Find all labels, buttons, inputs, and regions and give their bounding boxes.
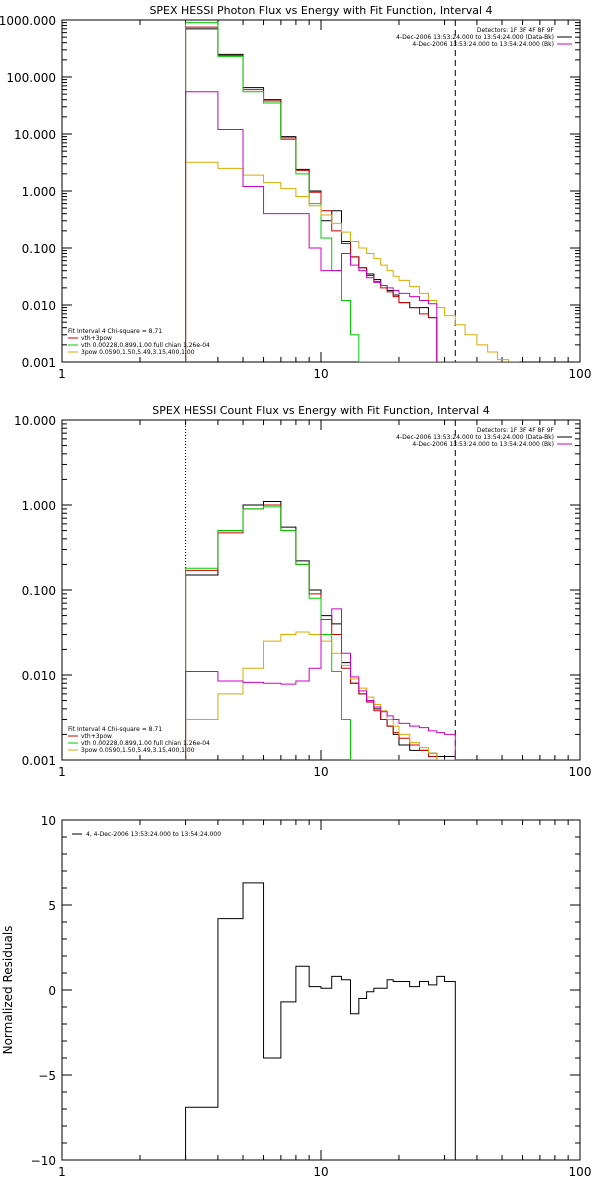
x-tick-label: 100 <box>569 367 592 381</box>
vth-3pow-series-line <box>185 504 456 760</box>
y-tick-label: 1.000 <box>22 499 56 513</box>
3pow-series-line <box>185 161 520 362</box>
residuals-chart: Normalized Residuals 1 10 100 −10 −5 0 5 10 4, 4-… <box>1 814 591 1179</box>
y-tick-label: 0.001 <box>22 356 56 370</box>
x-tick-label: 1 <box>58 765 66 779</box>
residual-series-line <box>185 882 456 1160</box>
y-tick-label: 10.000 <box>14 128 56 142</box>
x-tick-label: 10 <box>313 1165 328 1179</box>
y-tick-label: 5 <box>48 899 56 913</box>
y-tick-label: −5 <box>38 1069 56 1083</box>
y-tick-label: 10.000 <box>14 414 56 428</box>
chart-title: SPEX HESSI Photon Flux vs Energy with Fi… <box>149 4 492 17</box>
vth-series-line <box>185 22 520 362</box>
bottom-legend-entry: Fit Interval 4 Chi-square = 8.71 <box>68 726 162 733</box>
x-tick-label: 10 <box>313 367 328 381</box>
chart-title: SPEX HESSI Count Flux vs Energy with Fit… <box>152 404 489 417</box>
data-layer <box>185 22 520 362</box>
bottom-legend-entry: vth+3pow <box>81 335 112 342</box>
y-tick-label: 0.010 <box>22 299 56 313</box>
data-bk-series-line <box>185 28 520 362</box>
3pow-series-line <box>185 631 456 760</box>
bk-series-line <box>185 608 456 760</box>
y-tick-label: 0.010 <box>22 669 56 683</box>
bottom-legend-entry: 3pow 0.0590,1.50,5.49,3.15,400,1.00 <box>81 349 195 356</box>
y-axis-label: Normalized Residuals <box>1 926 15 1055</box>
y-tick-label: 100.000 <box>6 71 56 85</box>
y-tick-label: 1000.000 <box>0 14 56 28</box>
bk-series-line <box>185 91 520 362</box>
y-tick-label: 1.000 <box>22 185 56 199</box>
vth-3pow-series-line <box>185 26 520 362</box>
x-tick-label: 100 <box>569 1165 592 1179</box>
x-tick-label: 100 <box>569 765 592 779</box>
top-legend-entry: Detectors: 1F 3F 4F 8F 9F <box>477 27 555 34</box>
y-tick-label: −10 <box>31 1154 56 1168</box>
bottom-legend-entry: vth 0.00228,0.899,1.00 full chian 1.26e-… <box>81 740 210 747</box>
data-bk-series-line <box>185 500 456 760</box>
x-tick-label: 1 <box>58 367 66 381</box>
bottom-legend-entry: vth+3pow <box>81 733 112 740</box>
top-legend-entry: Detectors: 1F 3F 4F 8F 9F <box>477 427 555 434</box>
vth-series-line <box>185 506 456 760</box>
x-tick-label: 10 <box>313 765 328 779</box>
y-tick-label: 10 <box>41 814 56 828</box>
top-legend-entry: 4-Dec-2006 13:53:24.000 to 13:54:24.000 … <box>412 41 554 48</box>
data-layer <box>185 882 456 1160</box>
bottom-legend-entry: vth 0.00228,0.899,1.00 full chian 1.26e-… <box>81 342 210 349</box>
top-legend-entry: 4-Dec-2006 13:53:24.000 to 13:54:24.000 … <box>412 441 554 448</box>
y-tick-label: 0 <box>48 984 56 998</box>
top-legend-entry: 4-Dec-2006 13:53:24.000 to 13:54:24.000 … <box>396 34 554 41</box>
count-flux-chart: SPEX HESSI Count Flux vs Energy with Fit… <box>14 404 591 779</box>
x-tick-label: 1 <box>58 1165 66 1179</box>
y-tick-label: 0.100 <box>22 584 56 598</box>
data-layer <box>185 500 456 760</box>
bottom-legend-entry: 3pow 0.0590,1.50,5.49,3.15,400,1.00 <box>81 747 195 754</box>
y-tick-label: 0.001 <box>22 754 56 768</box>
legend-entry: 4, 4-Dec-2006 13:53:24.000 to 13:54:24.0… <box>86 831 221 838</box>
top-legend-entry: 4-Dec-2006 13:53:24.000 to 13:54:24.000 … <box>396 434 554 441</box>
plot-frame <box>61 819 581 1161</box>
bottom-legend-entry: Fit Interval 4 Chi-square = 8.71 <box>68 328 162 335</box>
y-tick-label: 0.100 <box>22 242 56 256</box>
photon-flux-chart: SPEX HESSI Photon Flux vs Energy with Fi… <box>0 4 591 381</box>
